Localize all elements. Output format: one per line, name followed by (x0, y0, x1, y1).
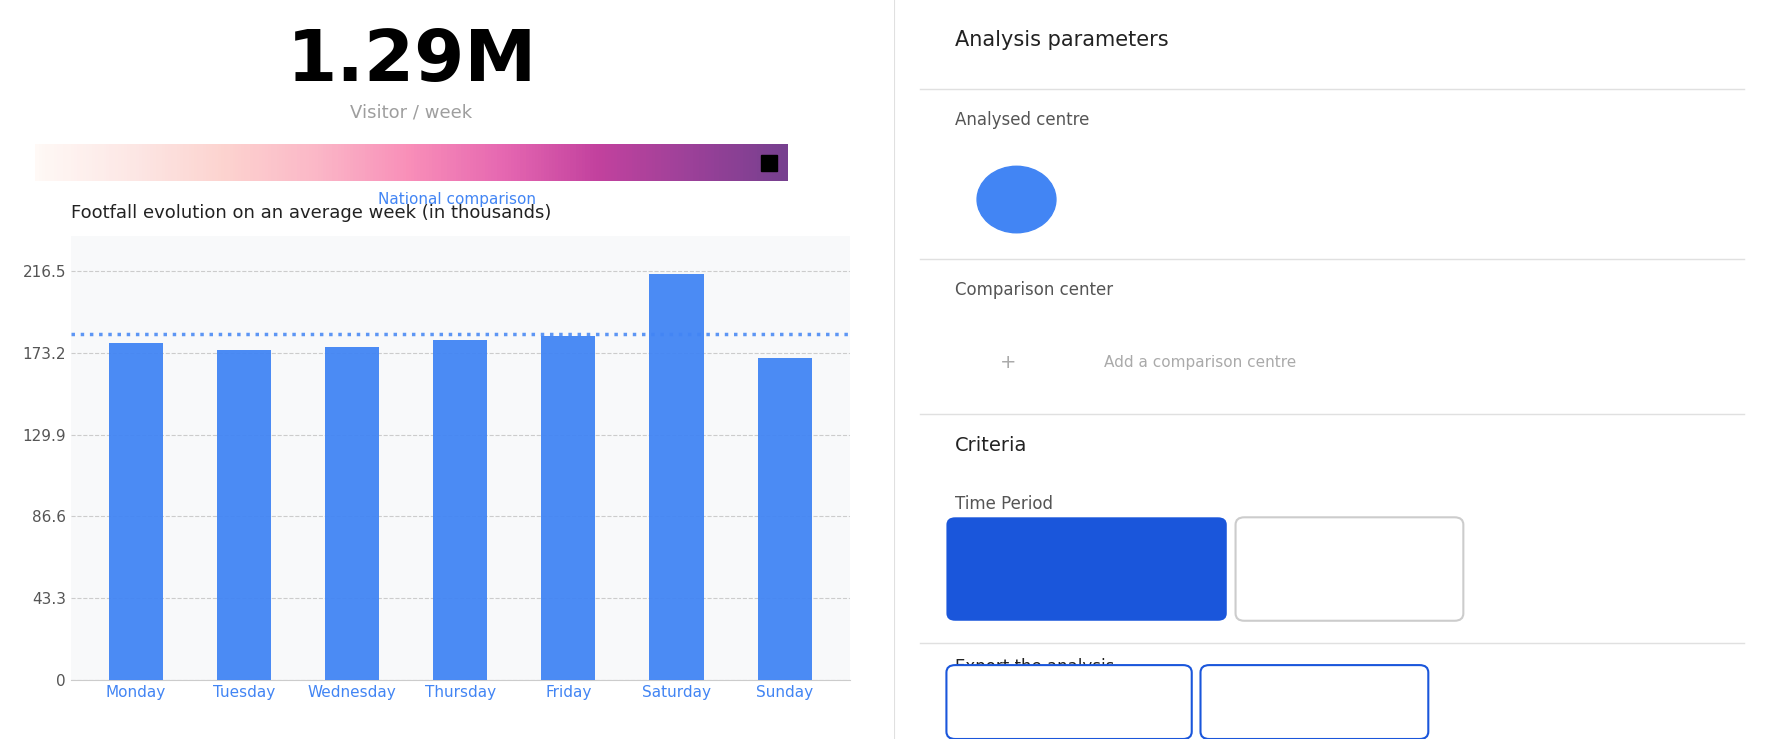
Bar (758, 358, 812, 680)
Circle shape (977, 166, 1057, 233)
Text: National comparison: National comparison (377, 192, 536, 207)
Text: Visitor / week: Visitor / week (350, 103, 473, 122)
Bar (542, 336, 595, 680)
Text: Footfall evolution on an average week (in thousands): Footfall evolution on an average week (i… (71, 204, 550, 222)
Text: Week: Week (1060, 560, 1112, 578)
Text: Time Period: Time Period (956, 495, 1053, 513)
Text: 1.29M: 1.29M (287, 27, 536, 95)
Text: Export the analysis: Export the analysis (956, 658, 1115, 675)
Text: +: + (1000, 353, 1016, 372)
Text: 📄 Excel: 📄 Excel (1043, 695, 1096, 709)
Text: Comparison center: Comparison center (956, 281, 1113, 299)
Bar (650, 274, 704, 680)
Text: Analysed centre: Analysed centre (956, 111, 1090, 129)
FancyBboxPatch shape (947, 665, 1191, 739)
FancyBboxPatch shape (1235, 517, 1464, 621)
Text: Add a comparison centre: Add a comparison centre (1104, 355, 1296, 370)
Bar (326, 347, 379, 680)
Text: Day: Day (1333, 560, 1366, 578)
FancyBboxPatch shape (1200, 665, 1428, 739)
Text: Analysis parameters: Analysis parameters (956, 30, 1168, 50)
Bar (108, 343, 163, 680)
Text: A: A (1009, 191, 1023, 208)
FancyBboxPatch shape (947, 517, 1227, 621)
Text: 📄 PDF: 📄 PDF (1292, 695, 1336, 709)
Text: Criteria: Criteria (956, 436, 1028, 455)
Bar (216, 350, 271, 680)
Bar (434, 340, 487, 680)
